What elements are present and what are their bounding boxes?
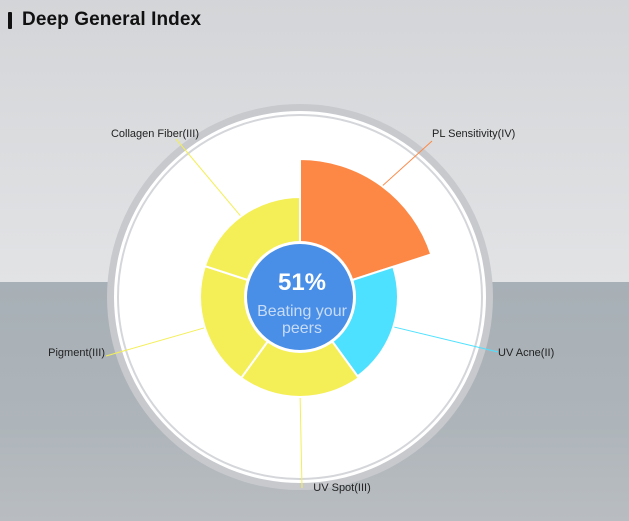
label-collagen-fiber-iii: Collagen Fiber(III)	[111, 128, 199, 140]
section-header: Deep General Index	[8, 9, 201, 31]
header-accent-bar	[8, 11, 12, 29]
leader-line-pigment-iii	[105, 325, 211, 357]
center-percent: 51%	[278, 269, 326, 296]
label-uv-acne-ii: UV Acne(II)	[498, 347, 554, 359]
leader-line-pl-sensitivity-iv	[377, 140, 433, 191]
center-subtitle-line2: peers	[282, 320, 322, 337]
label-uv-spot-iii: UV Spot(III)	[313, 482, 370, 494]
center-circle	[247, 244, 353, 350]
label-pl-sensitivity-iv: PL Sensitivity(IV)	[432, 128, 515, 140]
leader-line-uv-acne-ii	[387, 324, 499, 353]
page-title: Deep General Index	[22, 9, 202, 30]
leader-line-collagen-fiber-iii	[175, 138, 246, 222]
label-pigment-iii: Pigment(III)	[48, 347, 105, 359]
leader-line-uv-spot-iii	[299, 390, 303, 489]
inner-ring	[117, 114, 483, 480]
center-subtitle-line1: Beating your	[257, 303, 348, 320]
